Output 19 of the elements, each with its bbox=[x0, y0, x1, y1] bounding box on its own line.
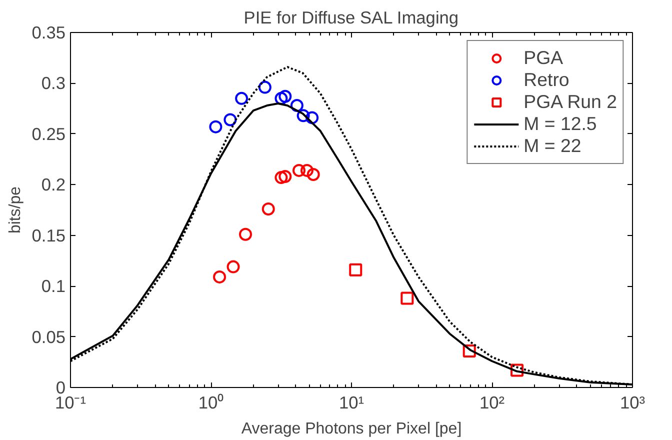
y-axis-title: bits/pe bbox=[6, 186, 24, 234]
y-tick-label: 0.2 bbox=[41, 174, 66, 195]
legend-label: M = 12.5 bbox=[524, 113, 597, 135]
y-tick-label: 0.25 bbox=[32, 124, 66, 144]
y-tick-label: 0.35 bbox=[32, 22, 66, 42]
x-tick-label: 10¹ bbox=[338, 392, 364, 412]
x-tick-label: 10² bbox=[479, 392, 505, 412]
chart-title: PIE for Diffuse SAL Imaging bbox=[244, 8, 459, 28]
x-tick-label: 10⁰ bbox=[198, 392, 224, 412]
legend-label: Retro bbox=[524, 69, 570, 91]
legend-label: PGA bbox=[524, 47, 564, 69]
y-tick-label: 0.1 bbox=[41, 276, 66, 296]
x-axis-title: Average Photons per Pixel [pe] bbox=[241, 420, 462, 438]
legend-label: PGA Run 2 bbox=[524, 91, 617, 113]
y-tick-label: 0.3 bbox=[41, 73, 66, 94]
x-tick-label: 10³ bbox=[620, 392, 646, 412]
y-tick-label: 0.05 bbox=[32, 326, 66, 347]
y-tick-label: 0.15 bbox=[32, 225, 66, 246]
legend-label: M = 22 bbox=[524, 135, 582, 157]
